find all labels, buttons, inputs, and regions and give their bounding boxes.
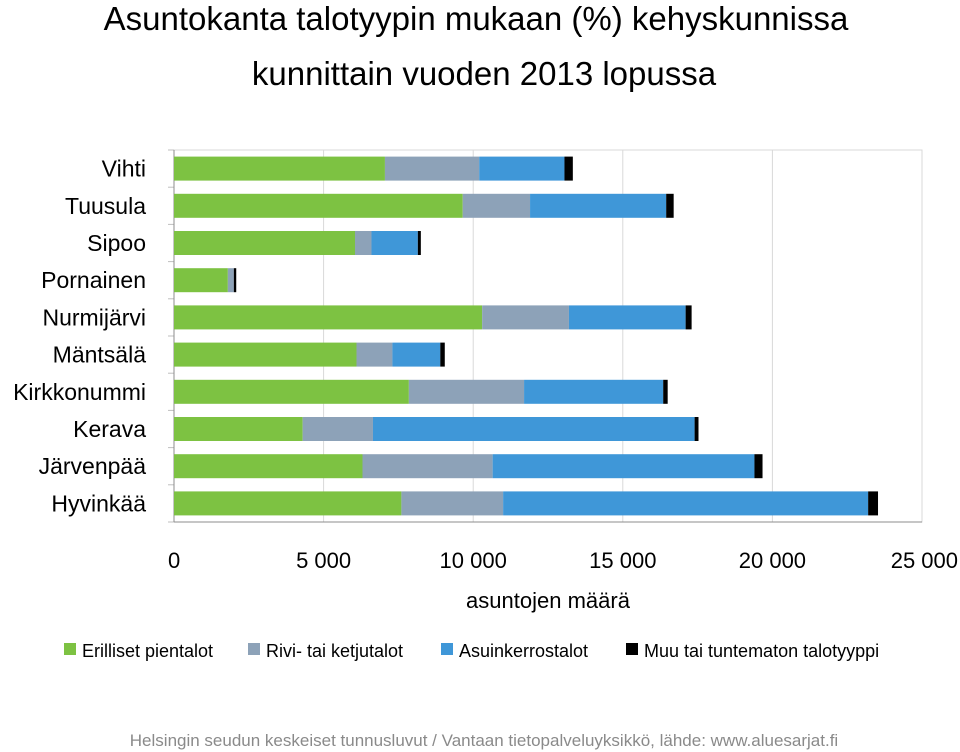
bar-nurmijärvi-series-0 [174,305,483,330]
legend-swatch-2 [441,643,453,655]
bar-tuusula-series-1 [462,193,531,218]
x-tick-label: 25 000 [891,548,958,573]
category-label: Tuusula [65,193,146,219]
bar-sipoo-series-3 [417,231,421,255]
category-label: Pornainen [41,267,146,293]
bar-pornainen-series-1 [227,268,234,293]
legend-swatch-1 [248,643,260,655]
bar-vihti-series-2 [479,156,565,181]
bar-järvenpää-series-3 [754,454,763,479]
bar-tuusula-series-0 [174,193,463,218]
bar-sipoo-series-1 [355,231,372,255]
footer-source: Helsingin seudun keskeiset tunnusluvut /… [130,731,838,750]
bar-hyvinkää-series-2 [503,491,869,516]
legend: Erilliset pientalot Rivi- tai ketjutalot A… [64,641,879,661]
bar-vihti-series-1 [384,156,480,181]
x-tick-label: 20 000 [739,548,806,573]
bar-kirkkonummi-series-1 [408,379,525,404]
bar-tuusula-series-2 [530,193,667,218]
bar-nurmijärvi-series-1 [482,305,569,330]
bar-kerava-series-1 [302,417,373,441]
bar-sipoo-series-2 [371,231,418,255]
x-tick-label: 0 [168,548,180,573]
category-label: Mäntsälä [53,342,147,368]
legend-label-3: Muu tai tuntematon talotyyppi [644,641,879,661]
bar-järvenpää-series-1 [362,454,493,479]
bar-nurmijärvi-series-3 [685,305,692,330]
category-label: Nurmijärvi [43,304,147,330]
category-label: Järvenpää [39,453,147,479]
bar-mäntsälä-series-2 [392,342,441,367]
category-label: Hyvinkää [51,490,146,516]
bar-kerava-series-3 [694,417,699,441]
bar-hyvinkää-series-0 [174,491,402,516]
legend-swatch-0 [64,643,76,655]
x-tick-label: 15 000 [589,548,656,573]
bar-kirkkonummi-series-2 [524,379,664,404]
bar-mäntsälä-series-0 [174,342,357,367]
bar-mäntsälä-series-3 [440,342,445,367]
category-label: Kerava [73,416,146,442]
x-tick-label: 5 000 [296,548,351,573]
x-tick-label: 10 000 [440,548,507,573]
plot-area [168,149,923,523]
bar-vihti-series-0 [174,156,385,181]
bar-nurmijärvi-series-2 [568,305,686,330]
bar-tuusula-series-3 [666,193,674,218]
chart-title-line-1: Asuntokanta talotyypin mukaan (%) kehysk… [104,0,849,37]
legend-label-2: Asuinkerrostalot [459,641,588,661]
x-axis-title: asuntojen määrä [466,588,631,613]
category-labels: Vihti Tuusula Sipoo Pornainen Nurmijärvi Mänt… [13,156,146,517]
legend-label-0: Erilliset pientalot [82,641,213,661]
legend-swatch-3 [626,643,638,655]
bar-kerava-series-0 [174,417,303,441]
bar-kirkkonummi-series-0 [174,379,409,404]
x-axis-tick-labels: 0 5 000 10 000 15 000 20 000 25 000 [168,548,958,573]
category-label: Kirkkonummi [13,379,146,405]
category-label: Vihti [102,156,146,182]
bar-mäntsälä-series-1 [356,342,393,367]
chart-title-line-2: kunnittain vuoden 2013 lopussa [252,55,717,92]
bar-pornainen-series-0 [174,268,228,293]
bar-pornainen-series-3 [233,268,237,293]
legend-label-1: Rivi- tai ketjutalot [266,641,403,661]
bar-järvenpää-series-0 [174,454,363,479]
bar-kerava-series-2 [372,417,695,441]
bar-kirkkonummi-series-3 [663,379,668,404]
bar-hyvinkää-series-1 [401,491,504,516]
bar-vihti-series-3 [564,156,573,181]
category-label: Sipoo [87,230,146,256]
bar-sipoo-series-0 [174,231,356,255]
bar-järvenpää-series-2 [492,454,755,479]
bar-hyvinkää-series-3 [868,491,879,516]
